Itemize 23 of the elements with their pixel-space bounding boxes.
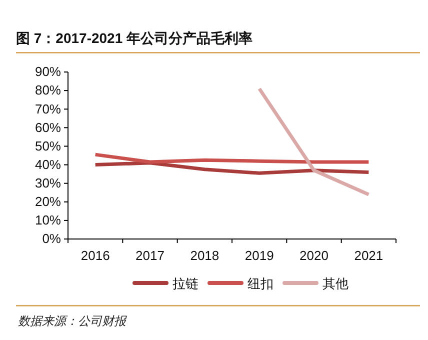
y-tick-label: 10%	[34, 212, 62, 228]
x-tick-label: 2018	[190, 248, 220, 264]
legend-label: 其他	[322, 276, 348, 291]
y-tick-label: 90%	[34, 64, 62, 80]
y-tick-label: 60%	[34, 120, 62, 135]
y-tick-label: 0%	[42, 231, 62, 246]
y-tick-label: 50%	[34, 138, 62, 154]
y-tick-label: 40%	[34, 156, 62, 172]
x-tick-label: 2021	[354, 248, 384, 264]
line-series	[94, 161, 370, 175]
x-tick-label: 2019	[244, 248, 274, 264]
source-note: 数据来源：公司财报	[18, 314, 127, 328]
x-tick-label: 2017	[136, 248, 164, 264]
legend-label: 纽扣	[248, 276, 274, 291]
y-tick-label: 80%	[34, 82, 62, 98]
x-tick-label: 2020	[300, 248, 328, 264]
chart-title: 图 7：2017-2021 年公司分产品毛利率	[16, 30, 253, 46]
y-tick-label: 70%	[34, 101, 62, 116]
legend-label: 拉链	[172, 276, 198, 291]
y-tick-label: 20%	[34, 194, 62, 210]
x-tick-label: 2016	[80, 248, 110, 264]
y-tick-label: 30%	[34, 175, 62, 190]
line-series	[94, 152, 370, 164]
